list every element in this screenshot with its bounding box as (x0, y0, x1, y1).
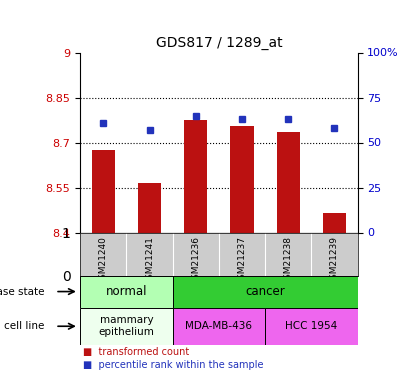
Text: cell line: cell line (4, 321, 44, 331)
Bar (173, 308, 265, 345)
Title: GDS817 / 1289_at: GDS817 / 1289_at (155, 36, 282, 50)
Text: GSM21239: GSM21239 (330, 236, 339, 285)
Text: HCC 1954: HCC 1954 (285, 321, 337, 331)
Bar (80, 276, 173, 308)
Bar (265, 308, 358, 345)
Bar (92, 150, 115, 232)
Bar (231, 126, 254, 232)
Text: mammary
epithelium: mammary epithelium (99, 315, 154, 337)
Text: GSM21236: GSM21236 (191, 236, 200, 285)
Text: GSM21240: GSM21240 (99, 236, 108, 285)
Bar (173, 276, 358, 308)
Text: ■  percentile rank within the sample: ■ percentile rank within the sample (83, 360, 263, 370)
Text: disease state: disease state (0, 286, 44, 297)
Text: GSM21241: GSM21241 (145, 236, 154, 285)
Bar (138, 183, 161, 232)
Bar (323, 213, 346, 232)
Bar (184, 120, 207, 232)
Text: cancer: cancer (245, 285, 285, 298)
Bar (80, 308, 173, 345)
Text: GSM21238: GSM21238 (284, 236, 293, 285)
Text: normal: normal (106, 285, 147, 298)
Text: MDA-MB-436: MDA-MB-436 (185, 321, 252, 331)
Text: ■  transformed count: ■ transformed count (83, 346, 189, 357)
Text: GSM21237: GSM21237 (238, 236, 247, 285)
Bar (277, 132, 300, 232)
